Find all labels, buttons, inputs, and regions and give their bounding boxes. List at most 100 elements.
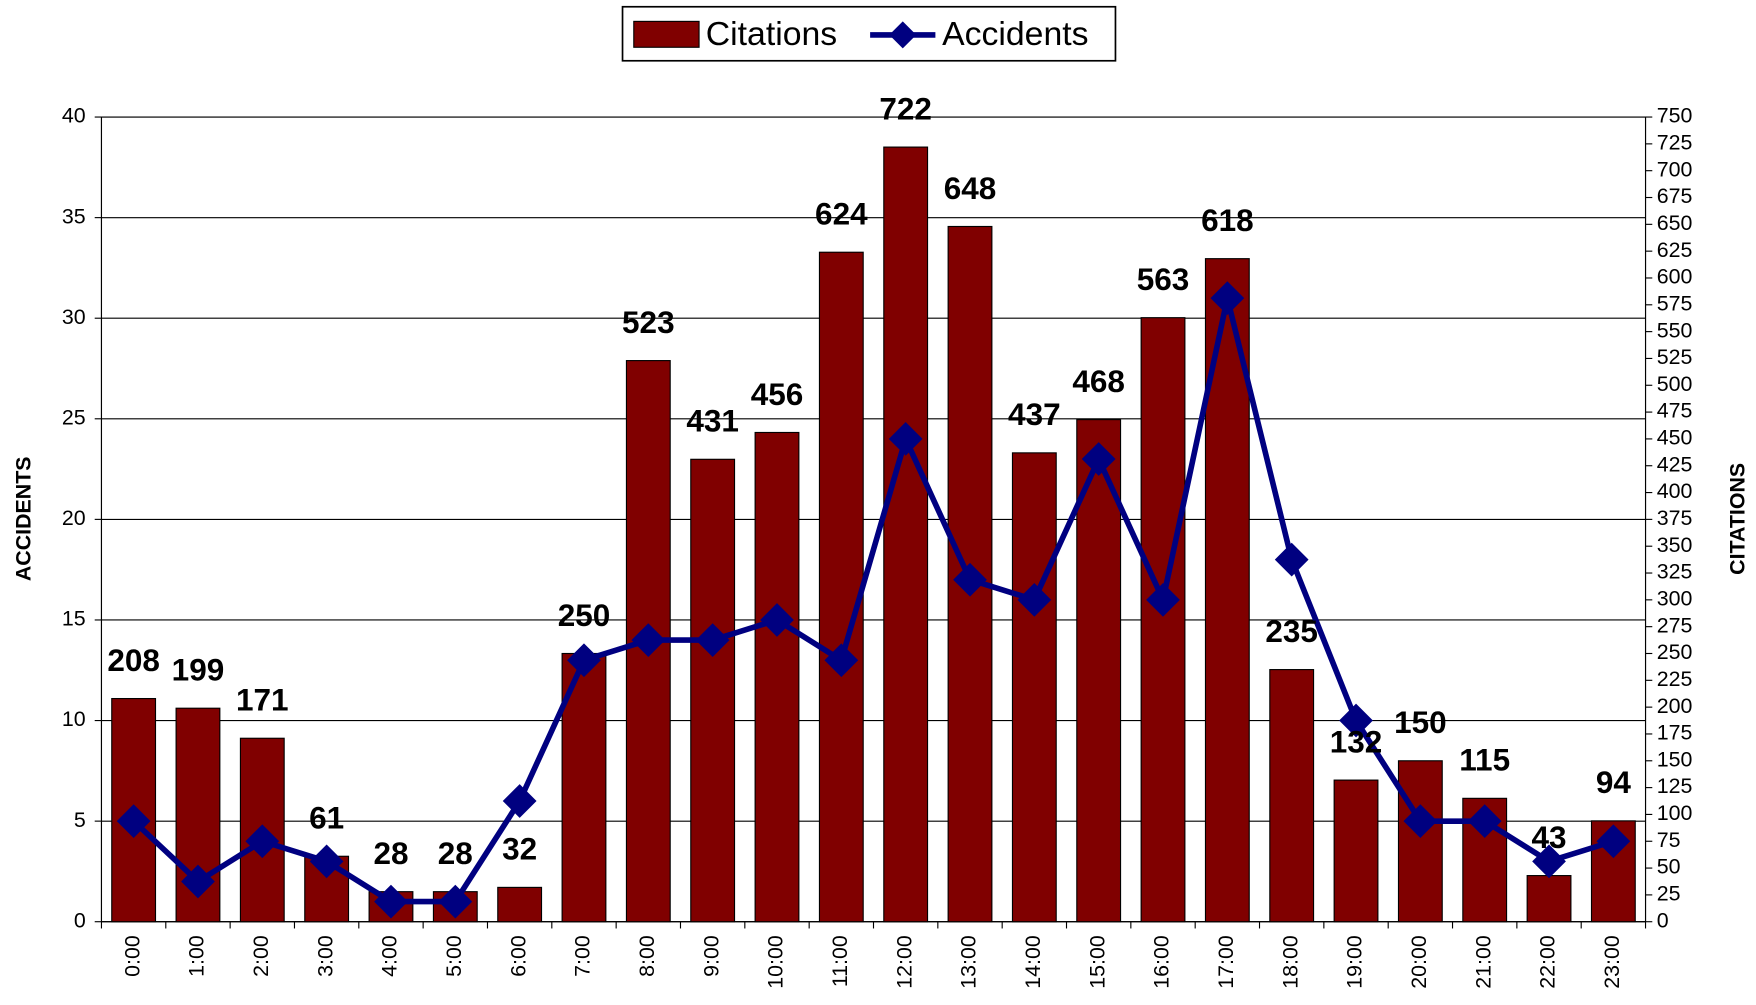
line-marker xyxy=(567,643,601,678)
line-marker xyxy=(1467,804,1502,839)
y-tick-label: 30 xyxy=(62,305,86,329)
y2-tick-label: 425 xyxy=(1657,452,1693,476)
x-tick-label: 4:00 xyxy=(378,935,402,977)
bar xyxy=(1590,820,1636,923)
legend-label: Accidents xyxy=(942,15,1088,53)
legend-swatch xyxy=(633,20,700,48)
bar xyxy=(497,886,543,923)
data-label: 61 xyxy=(309,800,344,836)
line-marker xyxy=(1596,824,1631,859)
data-label: 624 xyxy=(815,196,868,232)
y2-tick-label: 300 xyxy=(1657,586,1693,610)
data-label: 648 xyxy=(944,170,997,206)
y2-tick-label: 450 xyxy=(1657,426,1693,450)
x-tick-label: 1:00 xyxy=(185,935,209,977)
bar xyxy=(754,431,800,923)
y2-tick-label: 350 xyxy=(1657,533,1693,557)
y-tick-label: 15 xyxy=(62,607,86,631)
bar xyxy=(690,458,736,923)
x-tick-label: 18:00 xyxy=(1278,935,1302,989)
data-label: 437 xyxy=(1008,396,1061,432)
line-marker xyxy=(1532,844,1566,879)
y2-tick-label: 525 xyxy=(1657,345,1693,369)
data-label: 456 xyxy=(751,376,804,412)
y2-tick-label: 750 xyxy=(1657,104,1693,128)
data-label: 171 xyxy=(236,682,289,718)
x-tick-label: 22:00 xyxy=(1536,935,1560,989)
y2-tick-label: 500 xyxy=(1657,372,1693,396)
bar xyxy=(1076,419,1122,923)
y2-tick-label: 575 xyxy=(1657,291,1693,315)
y2-tick-label: 125 xyxy=(1657,774,1693,798)
legend-box xyxy=(621,5,1117,62)
data-label: 208 xyxy=(107,642,160,678)
y-tick-label: 10 xyxy=(62,707,86,731)
bar xyxy=(1397,760,1443,923)
y-tick-label: 20 xyxy=(62,506,86,530)
y2-tick-label: 700 xyxy=(1657,157,1693,181)
x-tick-label: 12:00 xyxy=(892,935,916,989)
x-tick-label: 16:00 xyxy=(1150,935,1174,989)
y2-tick-label: 25 xyxy=(1657,882,1681,906)
y2-tick-label: 675 xyxy=(1657,184,1693,208)
bar xyxy=(1140,317,1186,923)
x-tick-label: 23:00 xyxy=(1600,935,1624,989)
y-axis-label: ACCIDENTS xyxy=(12,456,36,581)
line-marker xyxy=(1274,542,1309,577)
x-tick-label: 5:00 xyxy=(442,935,466,977)
data-label: 132 xyxy=(1330,723,1383,759)
x-tick-label: 8:00 xyxy=(635,935,659,977)
legend-label: Citations xyxy=(706,15,837,53)
x-tick-label: 17:00 xyxy=(1214,935,1238,989)
y2-tick-label: 225 xyxy=(1657,667,1693,691)
x-tick-label: 9:00 xyxy=(699,935,723,977)
line-marker xyxy=(1339,703,1373,738)
x-tick-label: 3:00 xyxy=(313,935,337,977)
data-label: 431 xyxy=(686,403,739,439)
data-label: 43 xyxy=(1532,819,1567,855)
x-tick-label: 13:00 xyxy=(957,935,981,989)
y-tick-label: 0 xyxy=(74,908,86,932)
bar xyxy=(883,146,929,923)
bar xyxy=(818,251,864,923)
y2-tick-label: 250 xyxy=(1657,640,1693,664)
data-label: 199 xyxy=(172,652,225,688)
line-marker xyxy=(760,603,794,637)
x-tick-label: 14:00 xyxy=(1021,935,1045,989)
y2-tick-label: 650 xyxy=(1657,211,1693,235)
line-marker xyxy=(181,864,215,899)
line-marker xyxy=(1403,804,1438,839)
y2-tick-label: 600 xyxy=(1657,265,1693,289)
y-tick-label: 35 xyxy=(62,204,86,228)
line xyxy=(131,295,1615,905)
x-tick-label: 19:00 xyxy=(1343,935,1367,989)
line-marker xyxy=(695,623,730,657)
y2-tick-label: 375 xyxy=(1657,506,1693,530)
line-marker xyxy=(502,784,537,818)
data-label: 28 xyxy=(438,835,473,871)
x-tick-label: 7:00 xyxy=(571,935,595,977)
bar xyxy=(1269,669,1315,923)
legend-marker xyxy=(889,21,917,49)
bar xyxy=(1333,779,1379,923)
x-tick-label: 15:00 xyxy=(1085,935,1109,989)
data-label: 563 xyxy=(1137,261,1190,297)
y2-tick-label: 275 xyxy=(1657,613,1693,637)
data-label: 722 xyxy=(879,90,932,126)
data-label: 150 xyxy=(1394,704,1447,740)
x-tick-label: 2:00 xyxy=(249,935,273,977)
bar xyxy=(1526,875,1572,923)
y-tick-label: 25 xyxy=(62,405,86,429)
line-marker xyxy=(1081,442,1116,476)
y2-tick-label: 50 xyxy=(1657,855,1681,879)
y-tick-label: 40 xyxy=(62,104,86,128)
y2-tick-label: 150 xyxy=(1657,747,1693,771)
y2-tick-label: 625 xyxy=(1657,238,1693,262)
data-label: 115 xyxy=(1459,742,1510,778)
line-marker xyxy=(438,884,473,919)
y2-tick-label: 725 xyxy=(1657,131,1693,155)
data-label: 618 xyxy=(1201,202,1254,238)
data-label: 32 xyxy=(502,831,537,867)
bar xyxy=(1011,452,1057,923)
